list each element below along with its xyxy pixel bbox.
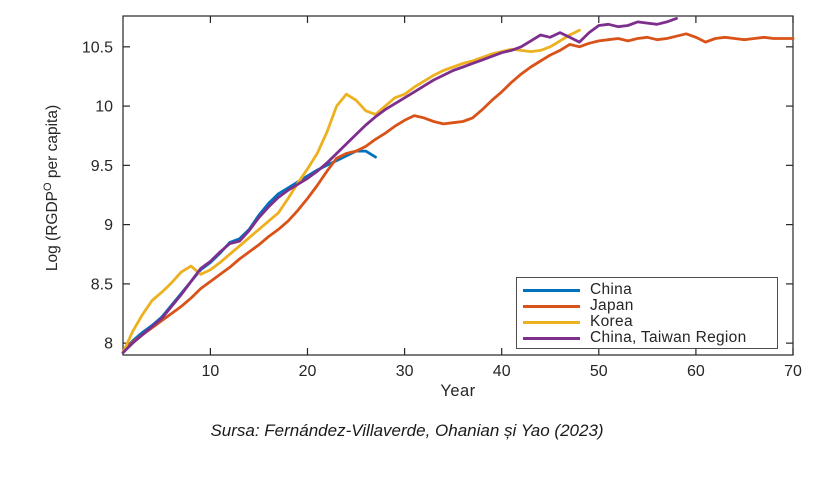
plot-box xyxy=(122,15,794,356)
y-axis-label-superscript: O xyxy=(42,182,54,191)
line-japan xyxy=(121,32,795,355)
legend-label-korea: Korea xyxy=(590,313,633,330)
legend-label-japan: Japan xyxy=(590,297,634,314)
y-tick-label: 10 xyxy=(95,99,113,116)
line-korea xyxy=(121,28,581,355)
y-tick-label: 8 xyxy=(104,336,113,353)
y-axis-label-suffix: per capita) xyxy=(44,104,61,183)
y-axis-label: Log (RGDPO per capita) xyxy=(42,63,62,313)
x-tick-label: 10 xyxy=(201,363,219,380)
x-tick-label: 20 xyxy=(299,363,317,380)
y-tick-label: 8.5 xyxy=(91,276,113,293)
legend-label-china: China xyxy=(590,281,632,298)
legend: China Japan Korea China, Taiwan Region xyxy=(516,277,778,349)
legend-item-china: China xyxy=(523,281,777,298)
x-tick-label: 40 xyxy=(493,363,511,380)
y-axis-label-prefix: Log (RGDP xyxy=(44,191,61,272)
legend-item-korea: Korea xyxy=(523,313,777,330)
x-axis-label: Year xyxy=(440,382,476,400)
y-tick-label: 9.5 xyxy=(91,158,113,175)
x-tick-label: 70 xyxy=(784,363,802,380)
x-tick-label: 30 xyxy=(396,363,414,380)
legend-item-japan: Japan xyxy=(523,297,777,314)
y-tick-label: 10.5 xyxy=(82,39,113,56)
y-tick-label: 9 xyxy=(104,217,113,234)
line-china-taiwan-region xyxy=(121,16,678,355)
legend-line-swatch-korea xyxy=(523,320,580,324)
x-tick-label: 60 xyxy=(687,363,705,380)
legend-line-swatch-taiwan xyxy=(523,336,580,340)
x-tick-label: 50 xyxy=(590,363,608,380)
legend-item-taiwan: China, Taiwan Region xyxy=(523,329,777,346)
legend-line-swatch-japan xyxy=(523,304,580,308)
legend-label-taiwan: China, Taiwan Region xyxy=(590,329,747,346)
line-chart-canvas: 10 20 30 40 50 60 70 8 8.5 9 9.5 10 10.5 xyxy=(82,15,802,380)
source-caption: Sursa: Fernández-Villaverde, Ohanian și … xyxy=(210,421,604,440)
legend-line-swatch-china xyxy=(523,288,580,292)
